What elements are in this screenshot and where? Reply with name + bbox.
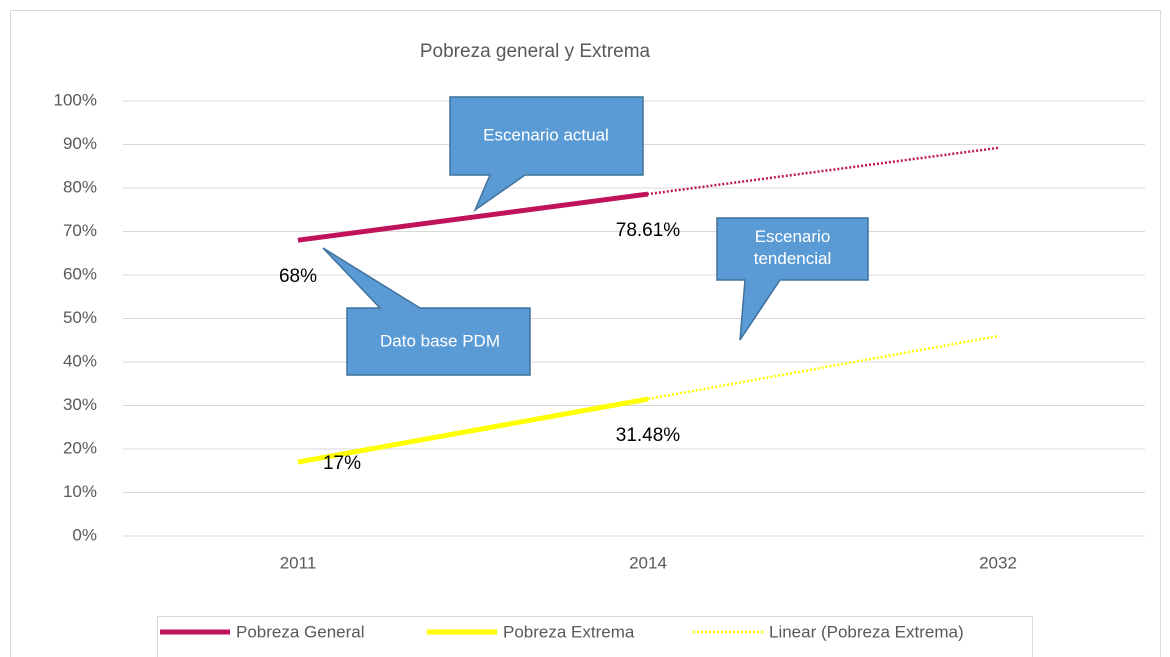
legend-label: Linear (Pobreza Extrema) [769,622,964,641]
y-tick-label: 30% [63,395,97,414]
callout-text: Dato base PDM [380,331,500,350]
y-tick-label: 10% [63,482,97,501]
legend-label: Pobreza Extrema [503,622,635,641]
data-label: 78.61% [616,220,681,241]
x-tick-label: 2011 [280,553,317,572]
callout-shape [716,217,869,341]
y-tick-label: 0% [72,525,97,544]
series-line [297,396,649,465]
callout-text: Escenario actual [483,125,609,144]
y-tick-label: 70% [63,221,97,240]
callout-shape [449,96,644,213]
y-tick-label: 90% [63,134,97,153]
data-label: 68% [279,266,317,287]
callout-tendencial: Escenario tendencial [716,217,869,341]
callout-text-box: Escenario tendencial [753,227,832,268]
callout-shape [322,247,531,376]
data-label: 17% [323,453,361,474]
y-tick-label: 80% [63,177,97,196]
y-tick-label: 40% [63,351,97,370]
x-tick-label: 2032 [979,553,1017,572]
callout-base: Dato base PDM [322,247,531,376]
y-tick-label: 60% [63,264,97,283]
data-label: 31.48% [616,425,681,446]
chart-title: Pobreza general y Extrema [420,41,651,62]
plot: 0% 10% 20% 30% 40% 50% 60% 70% 80% 90% 100% 2011 201… [54,90,1145,572]
series-line [297,191,649,243]
y-tick-label: 100% [54,90,97,109]
callout-text: Escenario tendencial [753,227,832,268]
x-tick-label: 2014 [629,553,667,572]
y-tick-label: 50% [63,308,97,327]
legend-box [157,616,1033,657]
legend-label: Pobreza General [236,622,365,641]
callout-actual: Escenario actual [449,96,644,213]
legend: Pobreza General Pobreza Extrema Linear (Po… [160,622,964,641]
trendline [297,334,999,464]
y-tick-label: 20% [63,438,97,457]
